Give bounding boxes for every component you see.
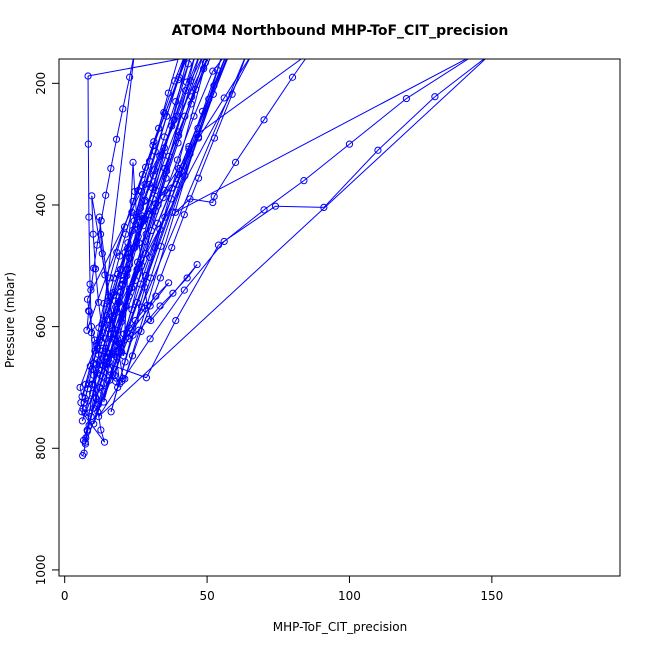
y-tick-label: 800 — [34, 437, 48, 460]
y-tick-label: 200 — [34, 72, 48, 95]
x-tick-label: 150 — [480, 589, 503, 603]
y-tick-label: 1000 — [34, 555, 48, 586]
x-axis-label: MHP-ToF_CIT_precision — [273, 620, 408, 634]
x-tick-label: 0 — [61, 589, 69, 603]
chart-title: ATOM4 Northbound MHP-ToF_CIT_precision — [172, 23, 509, 39]
x-tick-label: 100 — [338, 589, 361, 603]
y-tick-label: 600 — [34, 315, 48, 338]
y-axis-label: Pressure (mbar) — [3, 272, 17, 368]
series-segment — [88, 144, 89, 217]
x-tick-label: 50 — [199, 589, 214, 603]
y-tick-label: 400 — [34, 194, 48, 217]
